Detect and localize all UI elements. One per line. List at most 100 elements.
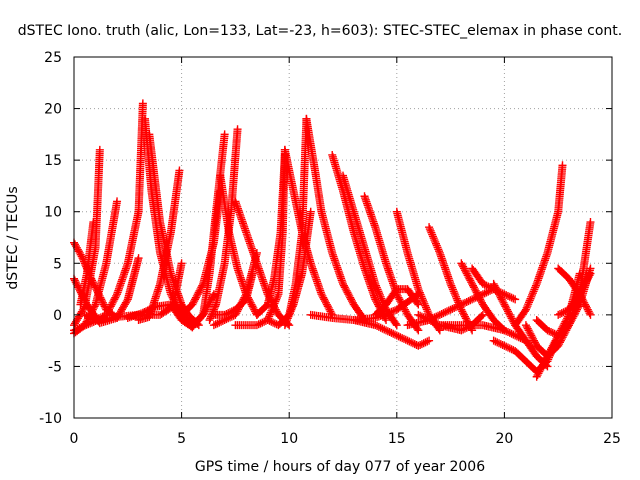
- data-point: [104, 305, 113, 314]
- data-point: [547, 328, 556, 337]
- data-point: [345, 291, 354, 300]
- data-point: [403, 336, 412, 345]
- data-point: [89, 303, 98, 312]
- data-point: [89, 218, 98, 227]
- data-point: [583, 305, 592, 314]
- data-point: [284, 312, 293, 321]
- data-point: [395, 295, 404, 304]
- data-point: [524, 298, 533, 307]
- data-point: [545, 327, 554, 336]
- data-point: [585, 271, 594, 280]
- data-point: [113, 197, 122, 206]
- data-point: [423, 337, 432, 346]
- data-point: [241, 291, 250, 300]
- y-axis-label: dSTEC / TECUs: [5, 186, 21, 289]
- data-point: [215, 318, 224, 327]
- data-point: [190, 297, 199, 306]
- data-point: [114, 310, 123, 319]
- data-point: [95, 314, 104, 323]
- data-point: [321, 297, 330, 306]
- data-point: [434, 320, 443, 329]
- data-point: [70, 240, 79, 249]
- data-point: [480, 289, 489, 298]
- data-point: [574, 302, 583, 311]
- data-point: [452, 294, 461, 303]
- data-point: [112, 291, 121, 300]
- data-point: [247, 300, 256, 309]
- data-point: [280, 321, 289, 330]
- data-point: [470, 285, 479, 294]
- data-point: [340, 283, 349, 292]
- data-point: [271, 297, 280, 306]
- series-33: [371, 285, 423, 319]
- data-point: [432, 241, 441, 250]
- data-point: [282, 317, 291, 326]
- data-point: [98, 312, 107, 321]
- data-point: [76, 309, 85, 318]
- data-point: [391, 330, 400, 339]
- data-point: [385, 328, 394, 337]
- data-point: [398, 334, 407, 343]
- data-point: [80, 321, 89, 330]
- data-point: [418, 294, 427, 303]
- data-point: [491, 337, 500, 346]
- data-point: [503, 305, 512, 314]
- data-point: [372, 283, 381, 292]
- data-point: [462, 297, 471, 306]
- data-point: [498, 297, 507, 306]
- data-point: [460, 264, 469, 273]
- data-point: [91, 316, 100, 325]
- data-point: [473, 290, 482, 299]
- data-point: [524, 300, 533, 309]
- data-point: [88, 305, 97, 314]
- data-point: [499, 298, 508, 307]
- data-point: [266, 308, 275, 317]
- data-point: [347, 297, 356, 306]
- data-point: [224, 314, 233, 323]
- series-19: [209, 248, 261, 330]
- data-point: [477, 312, 486, 321]
- data-point: [528, 289, 537, 298]
- data-point: [81, 319, 90, 328]
- data-point: [511, 295, 520, 304]
- data-point: [580, 281, 589, 290]
- data-point: [494, 288, 503, 297]
- y-tick-label: 0: [53, 308, 62, 324]
- data-point: [73, 245, 82, 254]
- data-point: [374, 322, 383, 331]
- data-point: [443, 307, 452, 316]
- data-point: [89, 279, 98, 288]
- data-point: [521, 321, 530, 330]
- data-point: [464, 273, 473, 282]
- data-point: [419, 313, 428, 322]
- data-point: [391, 319, 400, 328]
- data-point: [398, 300, 407, 309]
- data-point: [238, 297, 247, 306]
- data-point: [317, 290, 326, 299]
- data-point: [496, 293, 505, 302]
- data-point: [206, 314, 215, 323]
- data-point: [421, 314, 430, 323]
- data-point: [339, 281, 348, 290]
- data-point: [283, 316, 292, 325]
- data-point: [401, 335, 410, 344]
- data-point: [177, 259, 186, 268]
- data-point: [461, 314, 470, 323]
- series-29: [360, 192, 423, 335]
- series-31: [349, 316, 434, 350]
- data-point: [509, 294, 518, 303]
- data-point: [577, 286, 586, 295]
- data-point: [428, 232, 437, 241]
- data-point: [534, 369, 543, 378]
- data-point: [429, 234, 438, 243]
- data-point: [448, 285, 457, 294]
- data-point: [529, 334, 538, 343]
- data-point: [410, 340, 419, 349]
- data-point: [217, 317, 226, 326]
- data-point: [490, 281, 499, 290]
- data-point: [492, 285, 501, 294]
- data-point: [460, 266, 469, 275]
- data-point: [344, 290, 353, 299]
- data-point: [426, 316, 435, 325]
- data-point: [584, 273, 593, 282]
